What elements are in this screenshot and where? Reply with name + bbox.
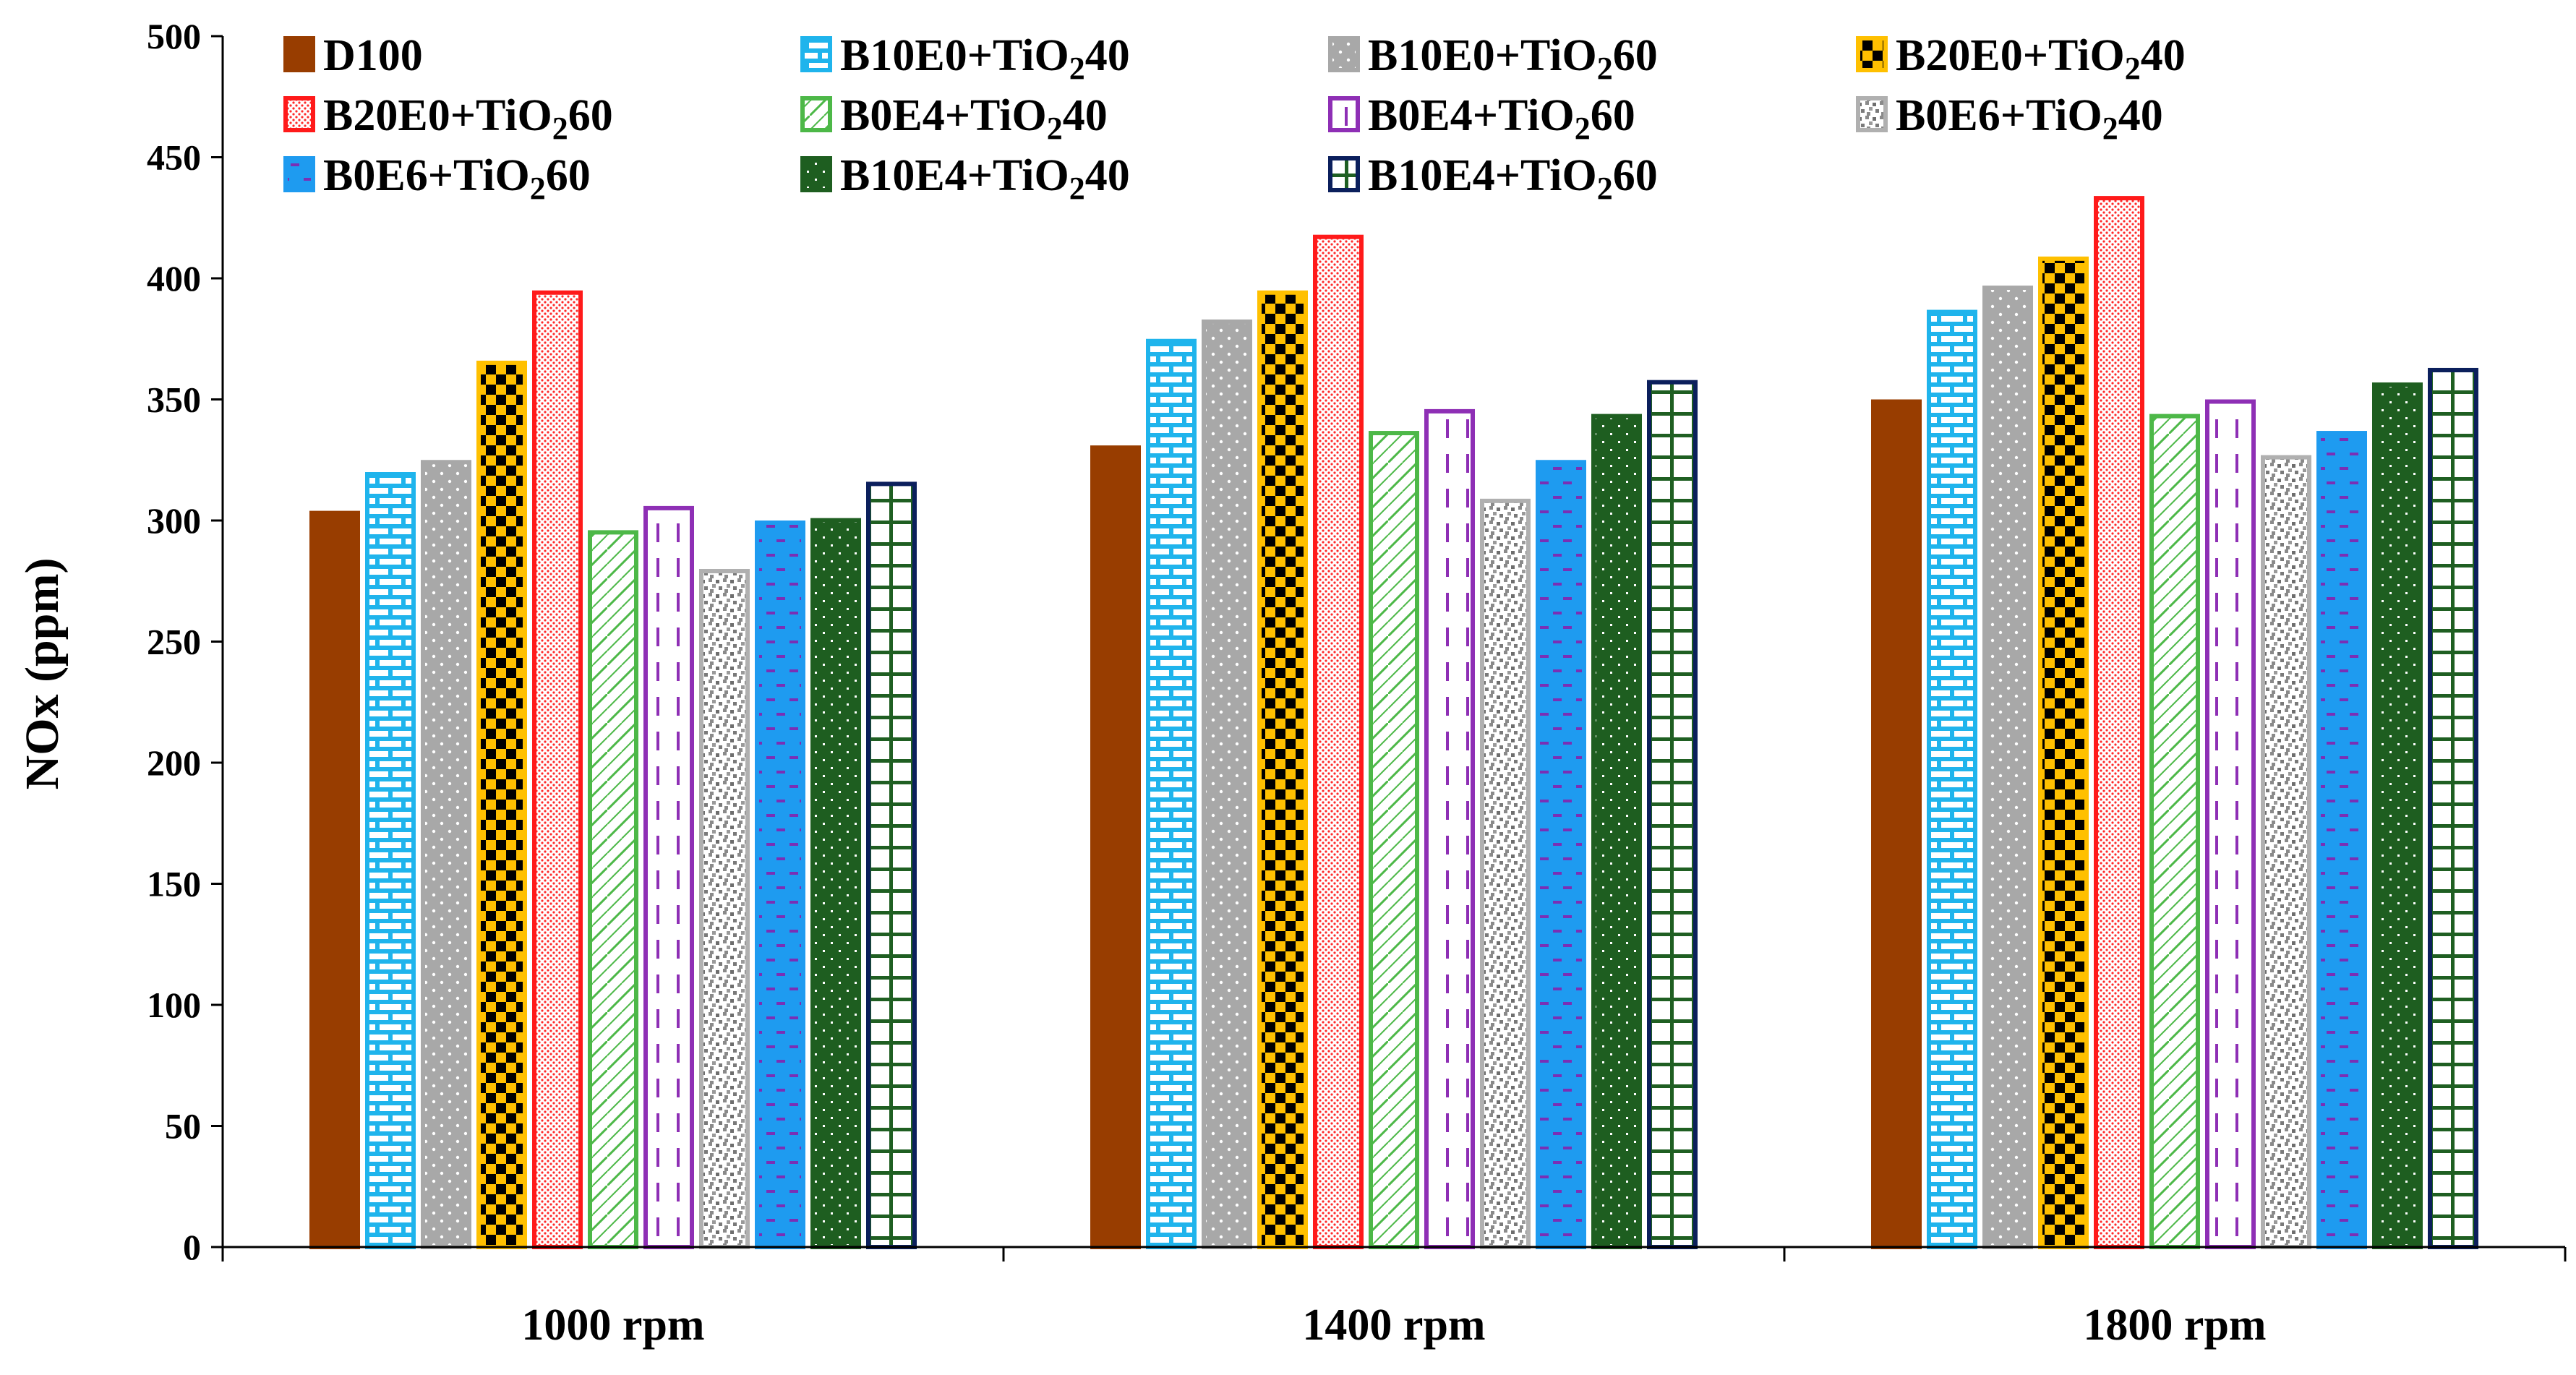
bar-B0E4+TiO240-1400 rpm xyxy=(1369,431,1419,1249)
y-tick-label: 50 xyxy=(165,1106,201,1147)
bar-B10E4+TiO240-1800 rpm xyxy=(2372,382,2423,1249)
x-category-label: 1800 rpm xyxy=(2083,1301,2266,1350)
y-tick-label: 150 xyxy=(147,864,201,904)
y-tick-label: 400 xyxy=(147,258,201,299)
legend-item: B0E4+TiO260 xyxy=(1328,91,1635,146)
legend-swatch xyxy=(800,96,832,132)
legend-swatch xyxy=(1328,96,1360,132)
y-tick-label: 350 xyxy=(147,380,201,420)
bar-B20E0+TiO240-1800 rpm xyxy=(2038,256,2089,1250)
legend: D100 B10E0+TiO240 B10E0+TiO260 B20E0+TiO240… xyxy=(283,31,2186,206)
legend-label: B20E0+TiO260 xyxy=(323,91,613,146)
bar-B0E4+TiO240-1800 rpm xyxy=(2149,414,2200,1249)
legend-item: B0E6+TiO260 xyxy=(283,151,591,206)
bar-B0E6+TiO260-1800 rpm xyxy=(2316,431,2367,1249)
legend-swatch xyxy=(800,36,832,72)
legend-label: B0E6+TiO260 xyxy=(323,151,591,206)
bar-B20E0+TiO260-1000 rpm xyxy=(532,290,583,1249)
bar-B10E4+TiO260-1000 rpm xyxy=(866,481,917,1249)
bar-B0E4+TiO260-1400 rpm xyxy=(1424,408,1475,1249)
legend-label: B0E4+TiO240 xyxy=(840,91,1108,146)
legend-label: D100 xyxy=(323,31,423,80)
legend-swatch xyxy=(1328,156,1360,192)
axes: 0 50 100 150 200 250 300 350 400 450 500 1000 rpm 14… xyxy=(147,16,2567,1350)
legend-swatch xyxy=(283,96,315,132)
legend-item: B10E4+TiO240 xyxy=(800,151,1130,206)
x-category-label: 1000 rpm xyxy=(521,1301,704,1350)
legend-swatch xyxy=(1328,36,1360,72)
legend-item: B20E0+TiO260 xyxy=(283,91,613,146)
bar-B10E0+TiO260-1400 rpm xyxy=(1202,319,1252,1250)
legend-label: B10E4+TiO260 xyxy=(1368,151,1658,206)
y-tick-label: 300 xyxy=(147,500,201,541)
legend-label: B0E4+TiO260 xyxy=(1368,91,1635,146)
legend-label: B10E0+TiO260 xyxy=(1368,31,1658,86)
bar-D100-1000 rpm xyxy=(309,510,360,1249)
legend-swatch xyxy=(283,36,315,72)
legend-swatch xyxy=(800,156,832,192)
legend-item: B10E4+TiO260 xyxy=(1328,151,1658,206)
bar-B10E4+TiO240-1000 rpm xyxy=(810,518,861,1249)
bar-B0E4+TiO260-1800 rpm xyxy=(2205,399,2256,1249)
bar-B0E4+TiO260-1000 rpm xyxy=(643,505,694,1249)
bar-D100-1400 rpm xyxy=(1090,445,1141,1249)
bar-B20E0+TiO240-1400 rpm xyxy=(1257,290,1308,1249)
legend-item: D100 xyxy=(283,31,423,80)
bar-B0E4+TiO240-1000 rpm xyxy=(588,530,638,1249)
bar-D100-1800 rpm xyxy=(1871,399,1922,1249)
y-tick-label: 450 xyxy=(147,137,201,178)
bar-B20E0+TiO260-1400 rpm xyxy=(1313,234,1364,1250)
bar-B10E4+TiO260-1800 rpm xyxy=(2428,367,2478,1250)
bar-B10E0+TiO240-1400 rpm xyxy=(1146,338,1197,1249)
legend-swatch xyxy=(1856,36,1888,72)
legend-label: B20E0+TiO240 xyxy=(1896,31,2186,86)
legend-item: B0E4+TiO240 xyxy=(800,91,1108,146)
legend-swatch xyxy=(283,156,315,192)
bar-B10E4+TiO260-1400 rpm xyxy=(1647,380,1698,1250)
legend-label: B10E0+TiO240 xyxy=(840,31,1130,86)
legend-item: B10E0+TiO260 xyxy=(1328,31,1658,86)
bar-B0E6+TiO240-1000 rpm xyxy=(699,569,750,1249)
bar-B10E0+TiO240-1800 rpm xyxy=(1927,309,1977,1249)
bar-B0E6+TiO260-1000 rpm xyxy=(755,521,805,1249)
legend-label: B0E6+TiO240 xyxy=(1896,91,2163,146)
bar-B10E0+TiO260-1000 rpm xyxy=(421,460,471,1249)
bar-B10E0+TiO260-1800 rpm xyxy=(1982,286,2033,1249)
legend-item: B20E0+TiO240 xyxy=(1856,31,2186,86)
bar-B10E4+TiO240-1400 rpm xyxy=(1591,414,1642,1249)
legend-swatch xyxy=(1856,96,1888,132)
y-axis-title: NOx (ppm) xyxy=(16,558,69,790)
bar-B10E0+TiO240-1000 rpm xyxy=(365,472,416,1249)
bar-B20E0+TiO240-1000 rpm xyxy=(476,360,527,1249)
plot-area xyxy=(309,196,2478,1250)
x-category-label: 1400 rpm xyxy=(1302,1301,1485,1350)
bar-B20E0+TiO260-1800 rpm xyxy=(2094,196,2144,1250)
y-tick-label: 100 xyxy=(147,985,201,1025)
legend-item: B0E6+TiO240 xyxy=(1856,91,2163,146)
y-tick-label: 500 xyxy=(147,16,201,56)
bar-B0E6+TiO240-1400 rpm xyxy=(1480,498,1531,1249)
legend-item: B10E0+TiO240 xyxy=(800,31,1130,86)
y-tick-label: 250 xyxy=(147,622,201,662)
legend-label: B10E4+TiO240 xyxy=(840,151,1130,206)
bar-B0E6+TiO260-1400 rpm xyxy=(1536,460,1586,1249)
bar-B0E6+TiO240-1800 rpm xyxy=(2261,455,2311,1249)
y-tick-label: 0 xyxy=(183,1227,201,1267)
y-tick-label: 200 xyxy=(147,742,201,783)
